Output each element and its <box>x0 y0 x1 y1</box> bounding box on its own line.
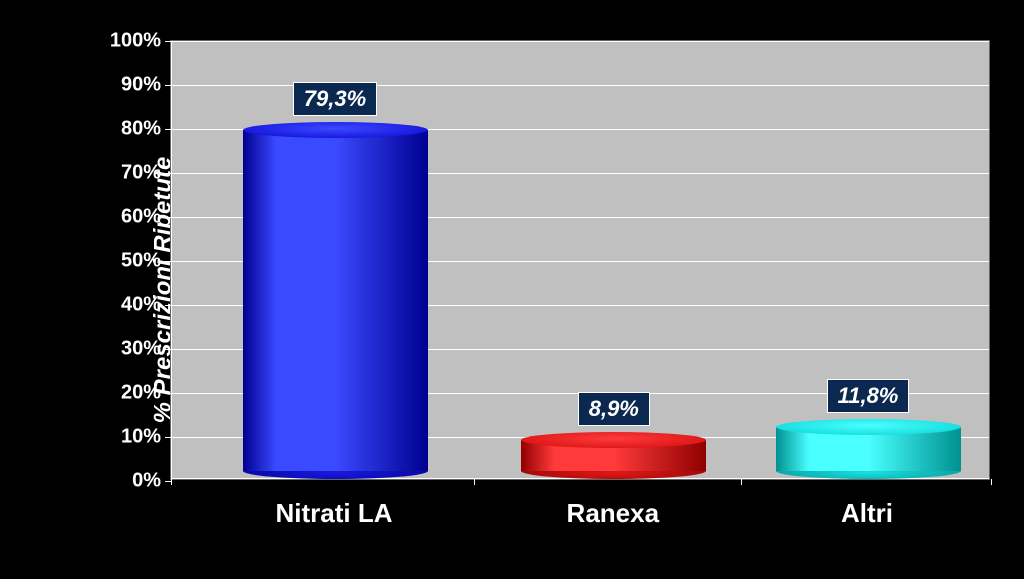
bar-top-cap <box>243 122 428 138</box>
y-tick-mark <box>165 129 171 130</box>
x-axis-labels: Nitrati LA Ranexa Altri <box>170 490 990 530</box>
y-tick-label: 90% <box>121 74 161 97</box>
x-tick-label: Ranexa <box>567 498 660 529</box>
y-tick-mark <box>165 261 171 262</box>
x-tick-mark <box>171 479 172 485</box>
y-axis-line <box>171 41 172 479</box>
y-tick-label: 70% <box>121 162 161 185</box>
y-tick-label: 40% <box>121 294 161 317</box>
y-tick-mark <box>165 305 171 306</box>
bar-body <box>243 130 428 471</box>
y-tick-label: 30% <box>121 338 161 361</box>
y-tick-mark <box>165 41 171 42</box>
chart-container: % Prescrizioni Ripetute 0%10%20%30%40%50… <box>40 10 1010 570</box>
y-tick-label: 10% <box>121 426 161 449</box>
x-tick-mark <box>991 479 992 485</box>
y-tick-label: 50% <box>121 250 161 273</box>
x-tick-label: Nitrati LA <box>276 498 393 529</box>
y-tick-mark <box>165 217 171 218</box>
y-tick-mark <box>165 173 171 174</box>
y-tick-label: 20% <box>121 382 161 405</box>
y-tick-mark <box>165 437 171 438</box>
bar-top-cap <box>521 432 706 448</box>
bar: 11,8% <box>776 379 961 479</box>
y-tick-mark <box>165 349 171 350</box>
bar: 8,9% <box>521 392 706 479</box>
y-tick-label: 60% <box>121 206 161 229</box>
x-tick-mark <box>474 479 475 485</box>
y-tick-label: 0% <box>132 470 161 493</box>
bar-value-label: 11,8% <box>827 379 910 413</box>
x-tick-label: Altri <box>841 498 893 529</box>
bar-top-cap <box>776 419 961 435</box>
y-tick-mark <box>165 393 171 394</box>
y-tick-mark <box>165 85 171 86</box>
y-tick-label: 80% <box>121 118 161 141</box>
y-tick-label: 100% <box>110 30 161 53</box>
bar: 79,3% <box>243 82 428 479</box>
x-tick-mark <box>741 479 742 485</box>
bar-value-label: 8,9% <box>578 392 650 426</box>
gridline <box>171 41 989 42</box>
bar-value-label: 79,3% <box>293 82 377 116</box>
plot-area: 0%10%20%30%40%50%60%70%80%90%100%79,3%8,… <box>170 40 990 480</box>
